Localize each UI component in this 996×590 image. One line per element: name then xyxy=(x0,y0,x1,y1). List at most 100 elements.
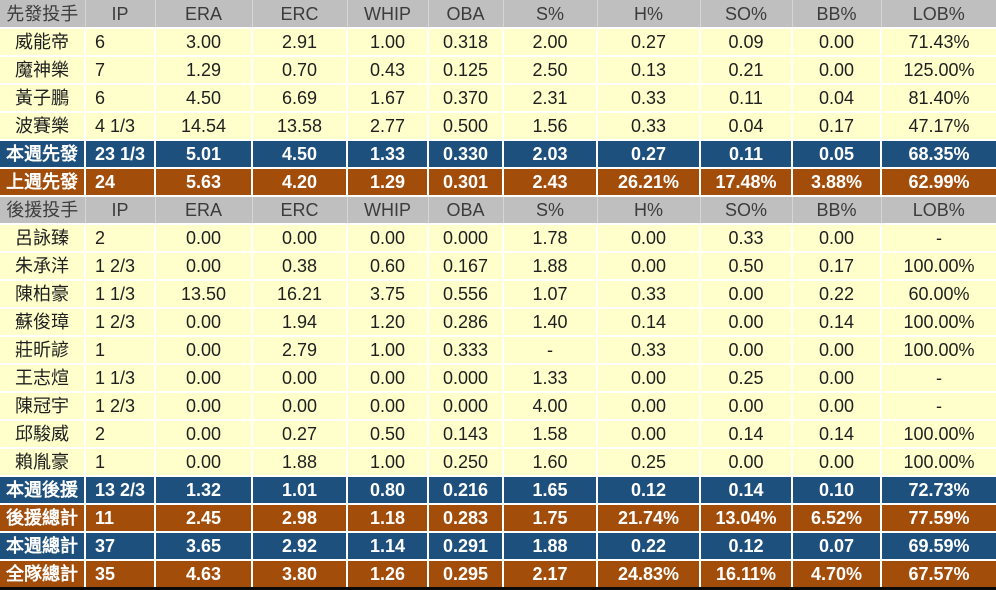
stat-cell-sopct: 0.50 xyxy=(700,252,793,281)
stat-cell-lobpct: 69.59% xyxy=(881,532,996,561)
stat-cell-whip: 1.18 xyxy=(347,504,429,533)
stat-cell-era: 0.00 xyxy=(155,392,253,421)
player-stat-row: 朱承洋 1 2/3 0.00 0.38 0.60 0.167 1.88 0.00 0.50 0.1… xyxy=(0,252,996,281)
row-label: 邱駿威 xyxy=(0,420,86,449)
stat-cell-era: 0.00 xyxy=(155,364,253,393)
stat-cell-hpct: 0.33 xyxy=(597,280,701,309)
stat-cell-lobpct: - xyxy=(881,224,996,253)
stat-cell-sopct: 0.14 xyxy=(700,476,793,505)
stat-cell-lobpct: 62.99% xyxy=(881,168,996,197)
stat-cell-era: 0.00 xyxy=(155,420,253,449)
stat-cell-lobpct: - xyxy=(881,364,996,393)
stat-cell-hpct: 0.25 xyxy=(597,448,701,477)
stat-cell-bbpct: 0.00 xyxy=(792,336,882,365)
stat-cell-hpct: 0.33 xyxy=(597,112,701,141)
stat-cell-spct: 1.60 xyxy=(503,448,598,477)
row-label: 本週總計 xyxy=(0,532,86,561)
stat-cell-erc: 0.00 xyxy=(252,224,348,253)
player-stat-row: 魔神樂 7 1.29 0.70 0.43 0.125 2.50 0.13 0.21 0.00 125… xyxy=(0,56,996,85)
column-header-spct: S% xyxy=(503,0,598,29)
section-header-row: 後援投手 IP ERA ERC WHIP OBA S% H% SO% BB% LOB% xyxy=(0,196,996,225)
row-label: 莊昕諺 xyxy=(0,336,86,365)
stat-cell-spct: - xyxy=(503,336,598,365)
stat-cell-sopct: 17.48% xyxy=(700,168,793,197)
stat-cell-sopct: 0.00 xyxy=(700,448,793,477)
stat-cell-oba: 0.000 xyxy=(428,224,504,253)
stat-cell-era: 0.00 xyxy=(155,252,253,281)
row-label: 蘇俊璋 xyxy=(0,308,86,337)
column-header-era: ERA xyxy=(155,0,253,29)
stat-cell-era: 4.63 xyxy=(155,560,253,590)
stat-cell-oba: 0.556 xyxy=(428,280,504,309)
stat-cell-lobpct: 67.57% xyxy=(881,560,996,590)
stat-cell-whip: 1.26 xyxy=(347,560,429,590)
column-header-era: ERA xyxy=(155,196,253,225)
stat-cell-oba: 0.216 xyxy=(428,476,504,505)
stat-cell-era: 0.00 xyxy=(155,224,253,253)
stat-cell-hpct: 0.00 xyxy=(597,252,701,281)
stat-cell-era: 14.54 xyxy=(155,112,253,141)
column-header-erc: ERC xyxy=(252,0,348,29)
stat-cell-spct: 2.17 xyxy=(503,560,598,590)
stat-cell-erc: 1.88 xyxy=(252,448,348,477)
stat-cell-whip: 0.43 xyxy=(347,56,429,85)
stat-cell-sopct: 0.00 xyxy=(700,280,793,309)
stat-cell-spct: 1.88 xyxy=(503,532,598,561)
stat-cell-erc: 2.91 xyxy=(252,28,348,57)
column-header-lobpct: LOB% xyxy=(881,196,996,225)
stat-cell-spct: 2.50 xyxy=(503,56,598,85)
stat-cell-spct: 1.58 xyxy=(503,420,598,449)
column-header-ip: IP xyxy=(85,196,156,225)
stat-cell-whip: 1.20 xyxy=(347,308,429,337)
row-label: 賴胤豪 xyxy=(0,448,86,477)
column-header-erc: ERC xyxy=(252,196,348,225)
stat-cell-lobpct: 68.35% xyxy=(881,140,996,169)
section-header-row: 先發投手 IP ERA ERC WHIP OBA S% H% SO% BB% LOB% xyxy=(0,0,996,29)
stat-cell-ip: 1 2/3 xyxy=(85,308,156,337)
stat-cell-whip: 0.00 xyxy=(347,364,429,393)
stat-cell-whip: 0.50 xyxy=(347,420,429,449)
stat-cell-oba: 0.000 xyxy=(428,392,504,421)
stat-cell-hpct: 0.27 xyxy=(597,140,701,169)
stat-cell-oba: 0.125 xyxy=(428,56,504,85)
section-title: 先發投手 xyxy=(0,0,86,29)
stat-cell-spct: 2.03 xyxy=(503,140,598,169)
stat-cell-ip: 23 1/3 xyxy=(85,140,156,169)
stat-cell-hpct: 0.14 xyxy=(597,308,701,337)
stat-cell-oba: 0.370 xyxy=(428,84,504,113)
row-label: 王志煊 xyxy=(0,364,86,393)
stat-cell-ip: 37 xyxy=(85,532,156,561)
stat-cell-sopct: 0.25 xyxy=(700,364,793,393)
row-label: 上週先發 xyxy=(0,168,86,197)
stat-cell-ip: 11 xyxy=(85,504,156,533)
stat-cell-era: 1.29 xyxy=(155,56,253,85)
stat-cell-erc: 2.79 xyxy=(252,336,348,365)
section-title: 後援投手 xyxy=(0,196,86,225)
player-stat-row: 莊昕諺 1 0.00 2.79 1.00 0.333-0.33 0.00 0.00 100.00… xyxy=(0,336,996,365)
stat-cell-hpct: 0.33 xyxy=(597,84,701,113)
player-stat-row: 陳柏豪 1 1/3 13.50 16.21 3.75 0.556 1.07 0.33 0.00 0… xyxy=(0,280,996,309)
stat-cell-erc: 0.00 xyxy=(252,364,348,393)
column-header-oba: OBA xyxy=(428,0,504,29)
stat-cell-ip: 1 xyxy=(85,448,156,477)
stat-cell-sopct: 16.11% xyxy=(700,560,793,590)
column-header-oba: OBA xyxy=(428,196,504,225)
row-label: 陳冠宇 xyxy=(0,392,86,421)
stat-cell-ip: 6 xyxy=(85,84,156,113)
stat-cell-whip: 1.29 xyxy=(347,168,429,197)
stat-cell-bbpct: 0.00 xyxy=(792,392,882,421)
player-stat-row: 陳冠宇 1 2/3 0.00 0.00 0.00 0.000 4.00 0.00 0.00 0.0… xyxy=(0,392,996,421)
stat-cell-oba: 0.283 xyxy=(428,504,504,533)
stat-cell-hpct: 0.12 xyxy=(597,476,701,505)
stat-cell-bbpct: 0.17 xyxy=(792,112,882,141)
stat-cell-sopct: 0.11 xyxy=(700,140,793,169)
row-label: 波賽樂 xyxy=(0,112,86,141)
stat-cell-hpct: 0.00 xyxy=(597,224,701,253)
column-header-sopct: SO% xyxy=(700,0,793,29)
row-label: 魔神樂 xyxy=(0,56,86,85)
stat-cell-erc: 2.98 xyxy=(252,504,348,533)
stat-cell-ip: 1 xyxy=(85,336,156,365)
stat-cell-ip: 35 xyxy=(85,560,156,590)
stat-cell-lobpct: 100.00% xyxy=(881,448,996,477)
